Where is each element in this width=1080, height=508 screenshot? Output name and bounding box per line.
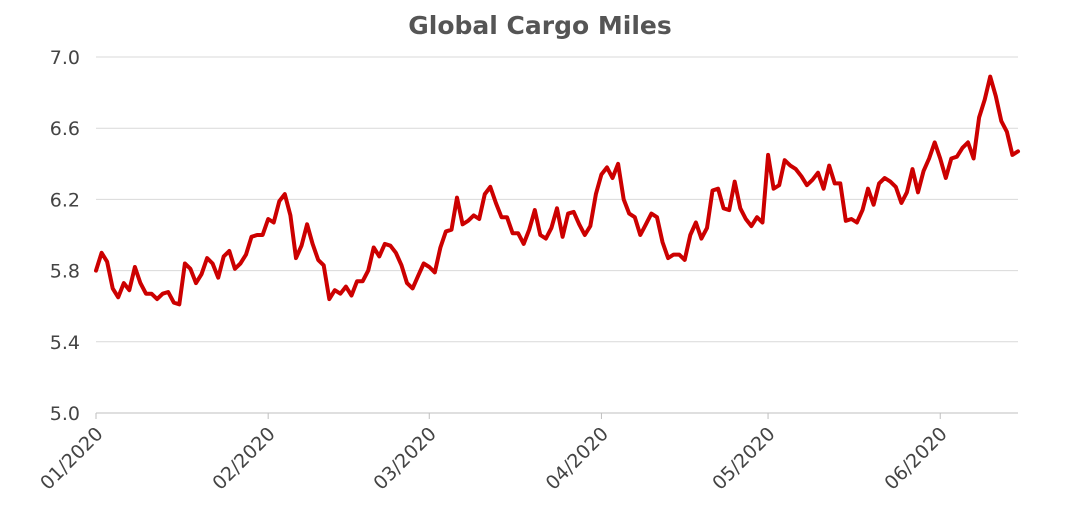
series-layer	[94, 74, 1020, 307]
y-tick-label: 5.0	[50, 403, 80, 425]
axes	[95, 412, 1018, 419]
x-tick-label: 06/2020	[880, 423, 951, 494]
x-tick-label: 03/2020	[369, 423, 440, 494]
series-line	[94, 74, 1020, 307]
y-tick-label: 6.6	[50, 118, 80, 140]
y-axis-tick-labels: 5.0 5.4 5.8 6.2 6.6 7.0	[50, 47, 80, 425]
x-tick-label: 04/2020	[542, 423, 613, 494]
x-tick-label: 02/2020	[208, 423, 279, 494]
x-axis-tick-labels: 01/2020 02/2020 03/2020 04/2020 05/2020 06/20…	[36, 423, 952, 494]
y-tick-label: 6.2	[50, 189, 80, 211]
chart-title: Global Cargo Miles	[408, 11, 671, 40]
y-tick-label: 7.0	[50, 47, 80, 69]
y-tick-label: 5.4	[50, 332, 80, 354]
x-tick-label: 01/2020	[36, 423, 107, 494]
x-tick-label: 05/2020	[708, 423, 779, 494]
gridlines	[96, 56, 1018, 343]
y-tick-label: 5.8	[50, 261, 80, 283]
